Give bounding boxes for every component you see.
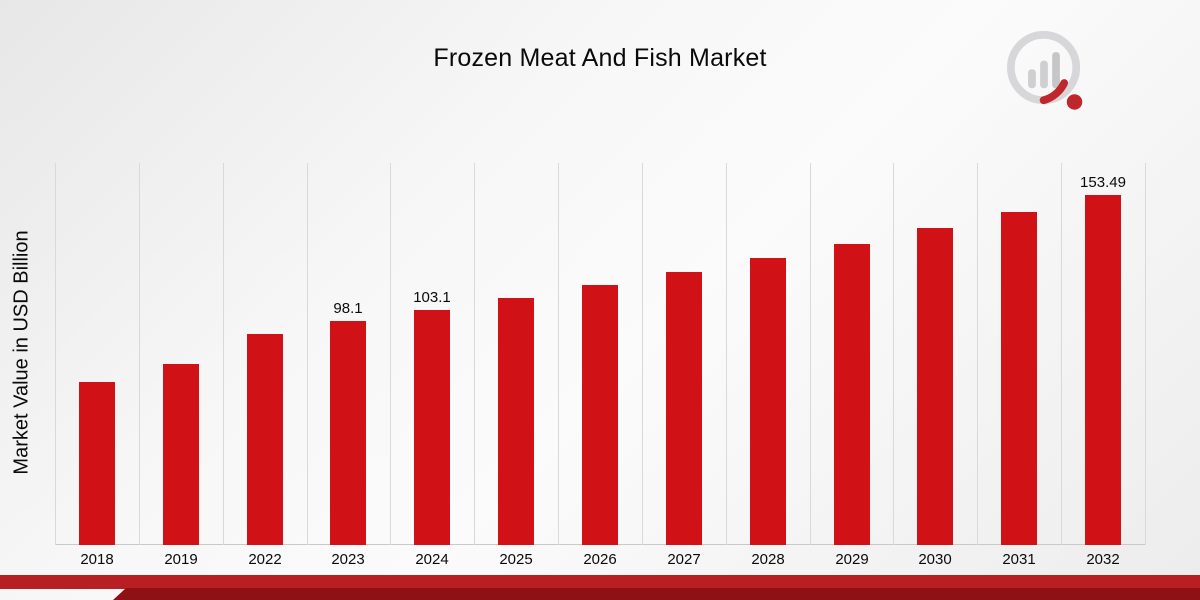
y-axis-label: Market Value in USD Billion (10, 230, 33, 475)
footer-stripe-light (0, 575, 1200, 589)
gridline (474, 163, 475, 545)
gridline (642, 163, 643, 545)
x-tick-2019: 2019 (164, 551, 198, 568)
bar-2030 (917, 228, 953, 545)
gridline (977, 163, 978, 545)
gridline (810, 163, 811, 545)
bar-2019 (163, 364, 199, 545)
bar-2018 (79, 382, 115, 545)
gridline (307, 163, 308, 545)
x-tick-2031: 2031 (1002, 551, 1036, 568)
bar-2025 (498, 298, 534, 545)
value-label-2023: 98.1 (333, 300, 363, 317)
gridline (1145, 163, 1146, 545)
x-tick-2026: 2026 (583, 551, 617, 568)
gridline (893, 163, 894, 545)
x-axis-tick-row: 2018 2019 2022 2023 2024 2025 2026 2027 2028 2029… (55, 551, 1145, 573)
gridline (558, 163, 559, 545)
x-tick-2023: 2023 (331, 551, 365, 568)
gridline (223, 163, 224, 545)
gridline (1061, 163, 1062, 545)
bar-2032 (1085, 195, 1121, 545)
gridline (139, 163, 140, 545)
footer-stripe-dark (113, 588, 1200, 600)
x-tick-2030: 2030 (918, 551, 952, 568)
bar-2031 (1001, 212, 1037, 545)
gridline (390, 163, 391, 545)
x-tick-2027: 2027 (667, 551, 701, 568)
market-research-logo-icon (1007, 31, 1083, 110)
x-tick-2022: 2022 (248, 551, 282, 568)
bar-2022 (247, 334, 283, 545)
bar-2027 (666, 272, 702, 545)
gridline (726, 163, 727, 545)
bar-2028 (750, 258, 786, 545)
x-tick-2032: 2032 (1086, 551, 1120, 568)
gridline (55, 163, 56, 545)
bar-2026 (582, 285, 618, 545)
x-tick-2024: 2024 (415, 551, 449, 568)
x-tick-2028: 2028 (751, 551, 785, 568)
x-tick-2018: 2018 (80, 551, 114, 568)
value-label-2024: 103.1 (413, 289, 451, 306)
chart-title: Frozen Meat And Fish Market (433, 44, 767, 72)
x-tick-2025: 2025 (499, 551, 533, 568)
bar-2023 (330, 321, 366, 545)
value-label-2032: 153.49 (1080, 174, 1126, 191)
bar-2024 (414, 310, 450, 545)
plot-area: 98.1 103.1 153.49 (55, 163, 1146, 545)
x-tick-2029: 2029 (835, 551, 869, 568)
bar-2029 (834, 244, 870, 545)
